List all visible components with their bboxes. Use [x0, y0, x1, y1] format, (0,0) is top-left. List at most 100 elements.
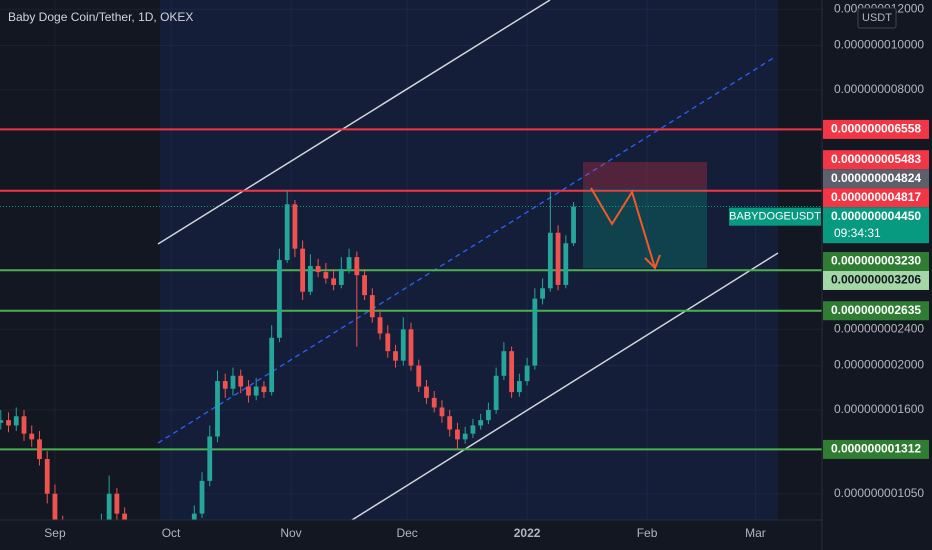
- symbol-label: BABYDOGEUSDT: [729, 211, 821, 223]
- candle-body: [44, 459, 50, 494]
- candle-body: [547, 232, 553, 289]
- candle-body: [571, 206, 576, 244]
- level-box: [823, 251, 929, 271]
- chart-title: Baby Doge Coin/Tether, 1D, OKEX: [8, 10, 193, 24]
- candle-body: [6, 420, 11, 426]
- y-tick-label: 0.000000008000: [834, 82, 924, 96]
- x-tick-label: Nov: [280, 526, 301, 540]
- candle-body: [122, 513, 128, 520]
- candle-body: [307, 265, 313, 292]
- candle-body: [455, 429, 460, 440]
- x-tick-label: Mar: [745, 526, 766, 540]
- channel-mid: [157, 56, 776, 444]
- candle-body: [207, 436, 213, 481]
- y-tick-label: 0.000000002400: [834, 321, 924, 335]
- candle-body: [338, 269, 344, 285]
- candle-body: [215, 381, 220, 437]
- candle-body: [408, 329, 414, 366]
- candle-body: [300, 248, 306, 292]
- x-tick-label: Feb: [637, 526, 658, 540]
- candle-body: [524, 365, 530, 382]
- candle-body: [377, 317, 383, 334]
- candle-body: [331, 278, 336, 285]
- level-label: 0.000000003206: [831, 273, 921, 287]
- level-label: 0.000000004817: [831, 190, 921, 204]
- candle-body: [37, 439, 42, 460]
- candle-body: [369, 295, 375, 318]
- y-tick-label: 0.000000001600: [834, 402, 924, 416]
- candle-body: [563, 243, 569, 285]
- candle-body: [261, 386, 267, 393]
- candle-body: [431, 397, 437, 408]
- level-box: [823, 207, 929, 244]
- candle-body: [486, 409, 491, 421]
- x-tick-label: Oct: [162, 526, 181, 540]
- candle-body: [222, 381, 228, 389]
- candle-body: [462, 433, 468, 440]
- stop-zone: [583, 162, 707, 188]
- y-tick-label: 0.000000001050: [834, 486, 924, 500]
- level-box: [823, 439, 929, 459]
- candle-body: [191, 513, 197, 520]
- arrow-head: [644, 254, 661, 270]
- countdown: 09:34:31: [834, 226, 881, 240]
- candle-body: [470, 425, 476, 434]
- candle-body: [532, 298, 538, 366]
- channel-upper: [157, 0, 551, 245]
- level-label: 0.000000004824: [831, 171, 921, 185]
- y-tick-label: 0.000000002000: [834, 358, 924, 372]
- candle-body: [424, 386, 429, 398]
- candle-body: [516, 381, 522, 393]
- candle-body: [501, 351, 507, 376]
- level-label: 0.000000002635: [831, 303, 921, 317]
- y-tick-label: 0.000000010000: [834, 38, 924, 52]
- candle-body: [385, 333, 391, 352]
- candle-body: [555, 232, 561, 285]
- candle-body: [509, 351, 515, 393]
- level-label: 0.000000001312: [831, 442, 921, 456]
- candle-body: [400, 329, 406, 361]
- level-box: [823, 119, 929, 139]
- candle-body: [323, 272, 329, 279]
- candle-body: [447, 416, 453, 430]
- level-label: 0.000000003230: [831, 254, 921, 268]
- x-tick-label: Dec: [396, 526, 417, 540]
- candle-body: [246, 386, 251, 396]
- range-box: [160, 0, 778, 520]
- candle-body: [21, 416, 27, 434]
- candle-body: [284, 204, 290, 261]
- x-tick-label: Sep: [44, 526, 66, 540]
- candle-body: [238, 375, 244, 387]
- level-label: 0.000000006558: [831, 122, 921, 136]
- candle-body: [493, 375, 499, 410]
- level-box: [823, 188, 929, 208]
- candles: [0, 190, 576, 520]
- candle-body: [269, 337, 275, 393]
- candle-body: [230, 375, 236, 389]
- price-labels: 0.000000006558 0.000000005483 0.0000000048…: [729, 119, 929, 459]
- candle-body: [52, 493, 58, 520]
- level-box: [823, 150, 929, 170]
- candle-body: [106, 493, 112, 520]
- candle-body: [362, 275, 367, 296]
- level-label: 0.000000005483: [831, 152, 921, 166]
- symbol-box: [729, 207, 821, 226]
- candle-body: [13, 416, 19, 426]
- candle-body: [478, 420, 484, 426]
- candle-body: [315, 265, 321, 273]
- candle-body: [277, 260, 282, 338]
- level-lines: [0, 128, 822, 451]
- candle-body: [346, 257, 352, 270]
- level-label: 0.000000004450: [831, 209, 921, 223]
- candle-body: [0, 420, 4, 423]
- candle-body: [292, 204, 298, 249]
- candle-body: [253, 386, 259, 396]
- level-box: [823, 301, 929, 321]
- level-box: [823, 169, 929, 189]
- currency: USDT: [862, 12, 892, 24]
- arrow-path: [590, 187, 656, 269]
- channel-lower: [351, 252, 779, 520]
- x-tick-label: 2022: [514, 526, 541, 540]
- candle-body: [354, 257, 360, 276]
